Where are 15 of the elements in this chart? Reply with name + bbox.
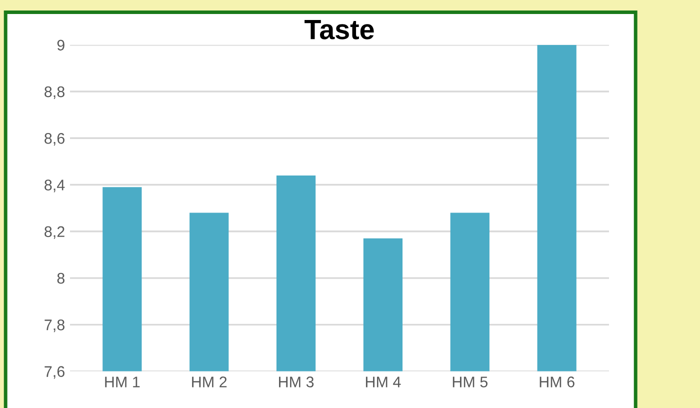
y-tick-label: 8,8 [44,86,64,99]
x-tick-label: HM 6 [540,376,574,388]
y-tick-label: 8,6 [44,133,64,146]
y-tick-label: 9 [57,40,64,51]
x-tick-label: HM 4 [366,376,401,388]
x-tick-label: HM 1 [105,376,140,388]
x-tick-label: HM 5 [452,376,488,388]
y-tick-label: 8,4 [44,180,65,192]
y-tick-label: 8,2 [44,226,64,239]
x-tick-label: HM 3 [279,376,314,388]
y-tick-label: 8 [57,272,64,284]
chart-title: Taste [304,20,374,40]
y-tick-label: 7,8 [44,320,64,332]
x-tick-label: HM 2 [192,376,227,388]
y-tick-label: 7,6 [44,366,64,379]
